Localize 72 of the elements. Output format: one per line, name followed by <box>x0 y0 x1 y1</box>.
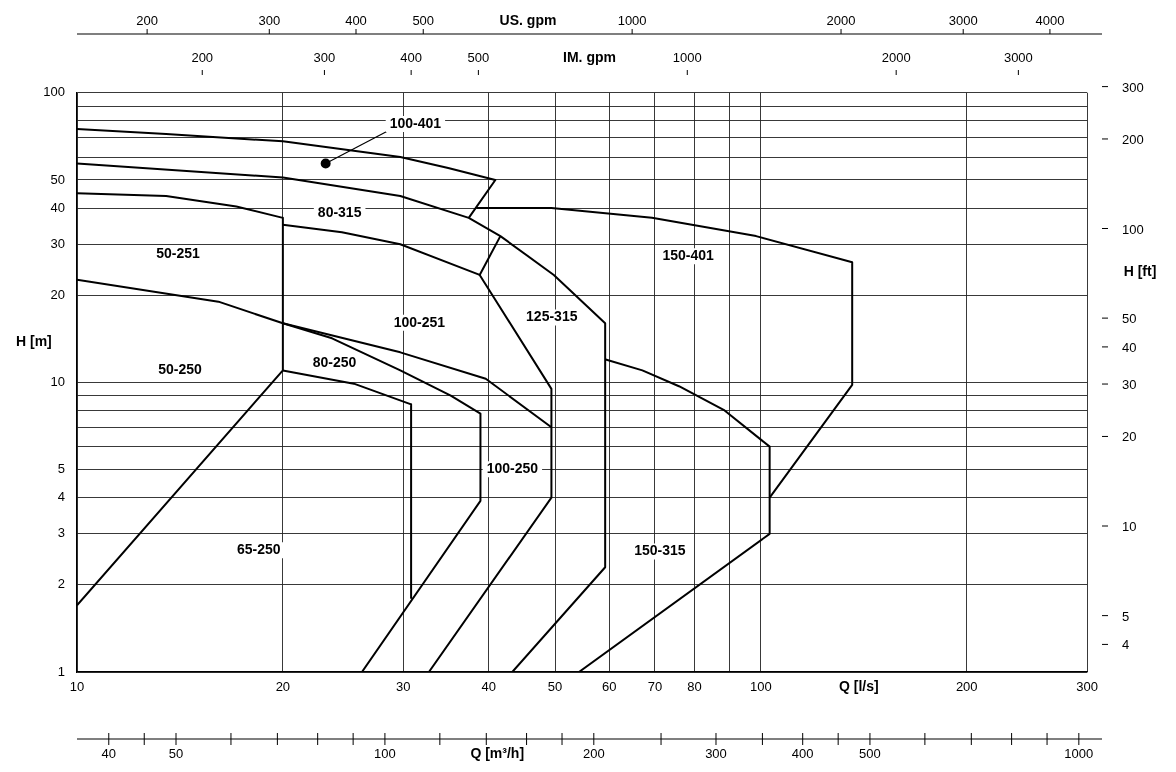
text: 2000 <box>879 49 913 65</box>
text: 100 <box>372 745 398 761</box>
text: 20 <box>1122 428 1137 444</box>
x-tick-label: 200 <box>955 679 978 695</box>
text: 3000 <box>1001 49 1035 65</box>
text: 50 <box>166 745 186 761</box>
text: 5 <box>1122 608 1130 624</box>
text: 4 <box>1122 636 1130 652</box>
text: 200 <box>189 49 216 65</box>
y-tick-label: 40 <box>50 199 65 215</box>
text: 40 <box>1122 339 1137 355</box>
annotation: 50-251 <box>156 245 201 262</box>
text: 400 <box>789 745 816 761</box>
annotation: 100-250 <box>486 460 539 477</box>
x-tick-label: 60 <box>601 679 617 695</box>
text: 300 <box>311 49 338 65</box>
y-tick-label: 5 <box>57 461 65 477</box>
y-tick-label: 30 <box>50 235 65 251</box>
annotation: 100-401 <box>389 114 442 131</box>
text: IM. gpm <box>560 49 619 65</box>
text: 1000 <box>1062 745 1096 761</box>
x-tick-label: 70 <box>647 679 663 695</box>
y-tick-label: 20 <box>50 286 65 302</box>
x-tick-label: 300 <box>1076 679 1099 695</box>
y-tick-label: 2 <box>57 576 65 592</box>
text: Q [m³/h] <box>467 745 528 761</box>
text: 40 <box>99 745 118 761</box>
text: 200 <box>1122 131 1144 147</box>
text: 200 <box>134 12 160 28</box>
text: 30 <box>1122 376 1137 392</box>
x-axis-title: Q [l/s] <box>839 677 879 694</box>
y-axis-title: H [m] <box>16 332 52 349</box>
text: 500 <box>857 745 883 761</box>
y-tick-label: 50 <box>50 171 65 187</box>
y-tick-label: 1 <box>57 663 65 679</box>
x-tick-label: 50 <box>547 679 563 695</box>
x-tick-label: 40 <box>481 679 496 695</box>
text: 400 <box>398 49 424 65</box>
text: 300 <box>703 745 729 761</box>
annotation: 80-250 <box>312 353 357 370</box>
annotation: 150-401 <box>662 246 715 263</box>
x-tick-label: 10 <box>69 679 85 695</box>
text: 400 <box>343 12 369 28</box>
text: 300 <box>1122 79 1144 95</box>
y-tick-label: 3 <box>57 525 65 541</box>
text: 1000 <box>615 12 649 28</box>
x-tick-label: 20 <box>275 679 291 695</box>
text: 300 <box>256 12 283 28</box>
text: 100 <box>1122 221 1144 236</box>
y-tick-label: 4 <box>57 489 65 505</box>
text: H [ft] <box>1123 263 1157 280</box>
annotation: 50-250 <box>158 361 203 378</box>
text: 500 <box>465 49 492 65</box>
text: 50 <box>1122 310 1137 326</box>
y-tick-label: 100 <box>43 84 65 100</box>
text: 1000 <box>670 49 704 65</box>
text: 10 <box>1122 518 1137 534</box>
annotation: 100-251 <box>393 313 446 330</box>
x-tick-label: 30 <box>396 679 411 695</box>
annotation: 65-250 <box>237 541 281 558</box>
annotation: 80-315 <box>317 204 362 221</box>
annotation: 150-315 <box>634 542 686 559</box>
text: 2000 <box>824 12 858 28</box>
y-tick-label: 10 <box>50 373 65 389</box>
text: 3000 <box>946 12 980 28</box>
text: 200 <box>580 745 607 761</box>
x-tick-label: 100 <box>750 679 772 695</box>
text: 500 <box>410 12 437 28</box>
text: 4000 <box>1033 12 1067 28</box>
x-tick-label: 80 <box>687 679 702 695</box>
text: US. gpm <box>496 12 560 28</box>
annotation: 125-315 <box>526 308 578 325</box>
